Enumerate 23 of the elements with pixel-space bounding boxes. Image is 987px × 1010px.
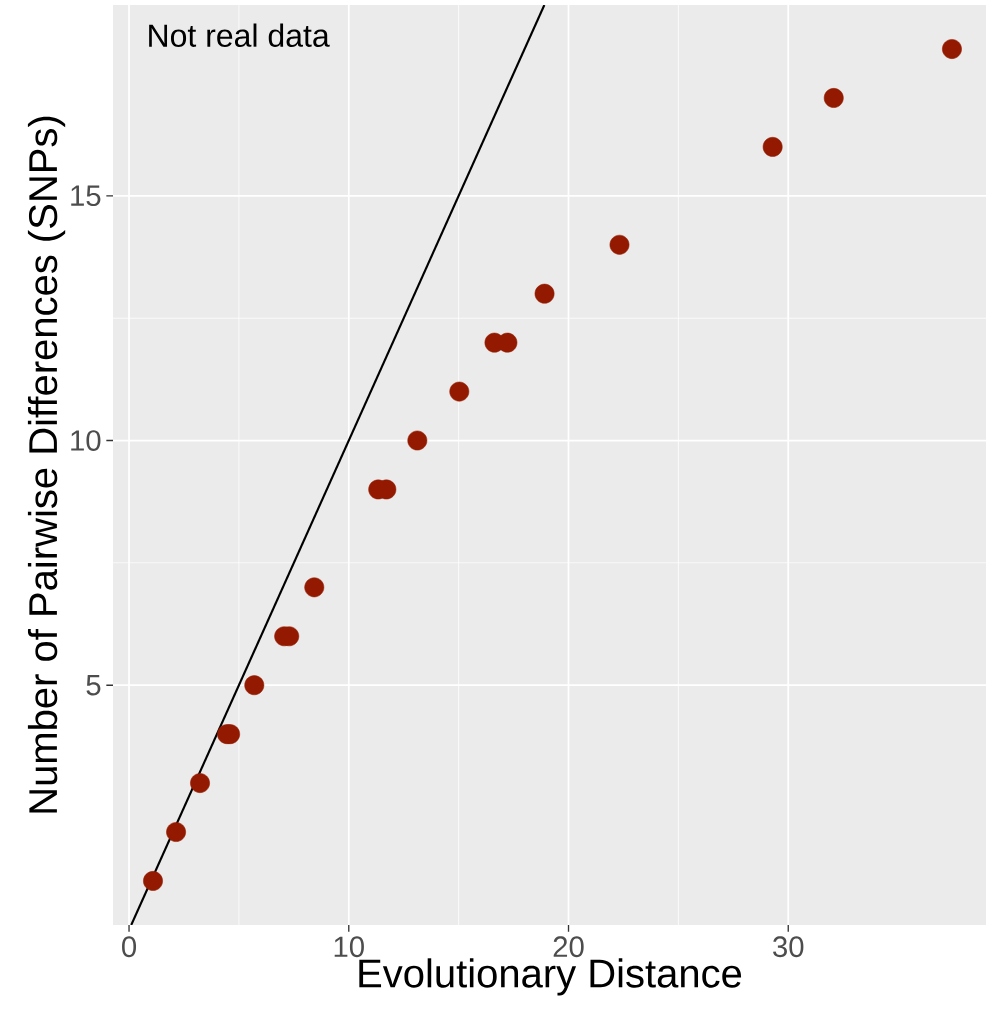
point [449, 381, 470, 402]
point [942, 39, 962, 59]
y-axis-title: Number of Pairwise Differences (SNPs) [27, 116, 66, 813]
x-axis-title: Evolutionary Distance [359, 958, 742, 996]
point [609, 234, 630, 255]
y-tick-label: 10 [71, 430, 101, 451]
point [143, 871, 163, 891]
point [407, 430, 428, 451]
point [190, 773, 210, 793]
y-tick-label: 15 [71, 185, 101, 207]
point [304, 577, 325, 598]
x-tick-label: 20 [553, 936, 584, 958]
point [762, 137, 783, 157]
point [823, 88, 844, 108]
point [166, 822, 186, 842]
point [534, 283, 555, 304]
x-tick-label: 0 [122, 936, 137, 958]
x-tick-label: 10 [334, 936, 364, 958]
point [497, 332, 518, 353]
annotation: Not real data [149, 23, 330, 47]
x-tick-label: 30 [773, 936, 804, 958]
y-tick-label: 5 [86, 674, 101, 696]
point [244, 675, 265, 696]
